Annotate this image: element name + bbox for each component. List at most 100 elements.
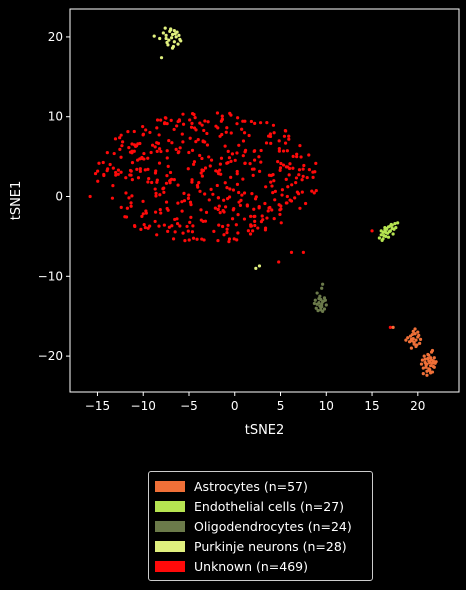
data-point — [207, 155, 211, 159]
data-point — [424, 363, 428, 367]
data-point — [202, 128, 206, 133]
legend-label-purkinje: Purkinje neurons (n=28) — [194, 538, 347, 554]
data-point — [250, 167, 255, 171]
data-point — [176, 201, 180, 205]
data-point — [170, 141, 174, 145]
data-point — [287, 166, 292, 171]
data-point — [185, 224, 189, 229]
data-points — [88, 26, 438, 377]
data-point — [249, 223, 253, 227]
data-point — [174, 147, 178, 151]
data-point — [110, 196, 115, 200]
data-point — [242, 131, 247, 135]
data-point — [198, 121, 202, 125]
data-point — [272, 131, 276, 135]
data-point — [384, 234, 388, 239]
data-point — [304, 201, 308, 206]
data-point — [243, 161, 247, 165]
data-point — [142, 151, 146, 156]
data-point — [111, 166, 115, 170]
data-point — [241, 177, 245, 181]
data-point — [311, 170, 315, 174]
data-point — [119, 133, 123, 137]
data-point — [191, 236, 196, 240]
data-point — [263, 228, 268, 232]
data-point — [206, 120, 210, 124]
data-point — [280, 193, 284, 197]
data-point — [297, 168, 302, 172]
data-point — [155, 118, 160, 122]
data-point — [101, 160, 105, 165]
data-point — [285, 201, 289, 205]
data-point — [297, 173, 301, 177]
data-point — [187, 193, 191, 197]
data-point — [377, 236, 381, 240]
data-point — [159, 118, 163, 122]
data-point — [233, 158, 237, 162]
data-point — [183, 239, 187, 243]
data-point — [280, 188, 285, 192]
data-point — [424, 365, 428, 369]
data-point — [291, 166, 295, 170]
data-point — [315, 291, 319, 295]
data-point — [314, 161, 318, 165]
data-point — [138, 169, 142, 173]
data-point — [140, 214, 144, 218]
legend: Astrocytes (n=57) Endothelial cells (n=2… — [148, 471, 373, 581]
data-point — [219, 119, 223, 123]
data-point — [278, 168, 282, 172]
data-point — [379, 233, 383, 237]
data-point — [120, 144, 124, 148]
data-point — [96, 179, 100, 183]
data-point — [312, 191, 316, 195]
data-point — [203, 140, 207, 144]
data-point — [314, 306, 318, 310]
data-point — [194, 128, 198, 132]
data-point — [132, 129, 136, 134]
data-point — [278, 212, 282, 217]
data-point — [162, 186, 166, 190]
data-point — [298, 143, 302, 148]
data-point — [146, 167, 150, 171]
data-point — [205, 143, 210, 147]
legend-swatch-unknown — [155, 560, 185, 572]
data-point — [129, 173, 133, 177]
data-point — [153, 145, 157, 149]
legend-label-oligodendrocytes: Oligodendrocytes (n=24) — [194, 518, 352, 534]
data-point — [251, 173, 255, 177]
data-point — [235, 169, 239, 174]
data-point — [421, 366, 425, 370]
data-point — [135, 167, 139, 171]
data-point — [281, 149, 286, 153]
data-point — [163, 26, 167, 30]
data-point — [391, 325, 395, 329]
data-point — [194, 140, 198, 144]
data-point — [299, 155, 303, 159]
data-point — [279, 161, 283, 166]
data-point — [287, 137, 291, 141]
data-point — [428, 360, 432, 365]
data-point — [260, 214, 264, 218]
data-point — [172, 40, 176, 44]
data-point — [269, 180, 273, 184]
data-point — [236, 231, 240, 235]
data-point — [431, 364, 435, 369]
data-point — [188, 136, 192, 140]
data-point — [248, 162, 252, 166]
data-point — [253, 219, 257, 223]
data-point — [407, 340, 412, 344]
data-point — [285, 194, 289, 199]
data-point — [307, 153, 311, 157]
data-point — [171, 237, 176, 241]
data-point — [279, 221, 283, 225]
data-point — [272, 217, 276, 221]
data-point — [168, 179, 172, 183]
data-point — [225, 186, 229, 190]
data-point — [190, 178, 194, 182]
data-point — [249, 214, 253, 218]
data-point — [264, 141, 269, 145]
data-point — [118, 147, 122, 151]
data-point — [178, 224, 182, 228]
data-point — [320, 286, 324, 290]
data-point — [417, 333, 421, 337]
